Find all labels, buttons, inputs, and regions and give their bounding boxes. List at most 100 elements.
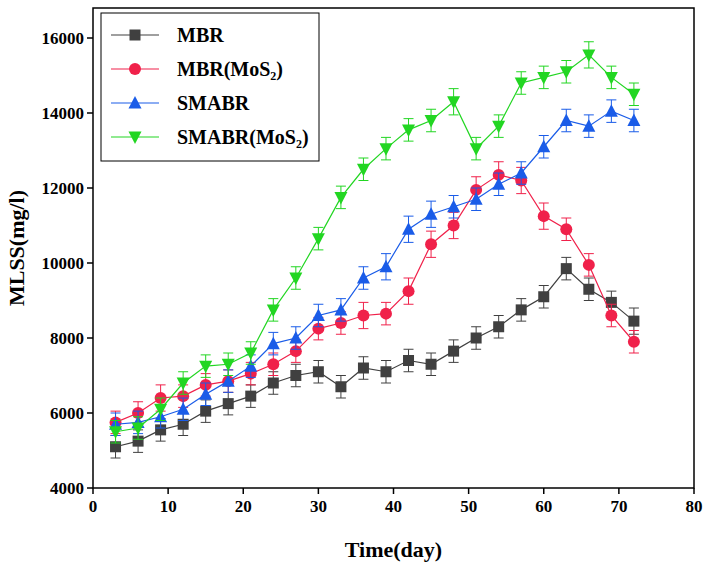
error-cap — [336, 321, 346, 322]
error-bar — [494, 316, 504, 339]
error-cap — [449, 195, 459, 196]
error-bar — [539, 203, 549, 229]
error-cap — [494, 195, 504, 196]
x-axis-label: Time(day) — [345, 537, 442, 562]
data-point — [402, 124, 415, 137]
series-line — [116, 55, 634, 432]
error-cap — [629, 353, 639, 354]
y-axis-label: MLSS(mg/l) — [4, 190, 29, 306]
error-cap — [539, 285, 549, 286]
y-tick — [87, 412, 93, 414]
error-cap — [561, 60, 571, 61]
error-cap — [404, 242, 414, 243]
error-cap — [381, 324, 391, 325]
data-point — [448, 220, 460, 232]
error-cap — [178, 435, 188, 436]
x-tick-label: 30 — [310, 497, 327, 516]
error-cap — [584, 114, 594, 115]
data-point — [132, 423, 145, 436]
data-point — [267, 358, 279, 370]
data-point — [312, 233, 325, 246]
error-cap — [539, 308, 549, 309]
data-point — [515, 78, 528, 91]
error-cap — [561, 109, 571, 110]
error-bar — [561, 257, 571, 280]
error-cap — [584, 276, 594, 277]
error-cap — [178, 371, 188, 372]
error-cap — [449, 88, 459, 89]
data-point — [222, 359, 235, 372]
y-tick-label: 12000 — [42, 179, 85, 198]
error-cap — [494, 161, 504, 162]
error-cap — [404, 304, 414, 305]
x-tick-label: 0 — [89, 497, 98, 516]
x-tick — [693, 488, 695, 494]
data-point — [289, 331, 302, 344]
error-cap — [426, 201, 436, 202]
x-tick — [393, 488, 395, 494]
error-cap — [606, 122, 616, 123]
error-cap — [629, 131, 639, 132]
error-cap — [516, 321, 526, 322]
error-cap — [156, 384, 166, 385]
error-cap — [494, 338, 504, 339]
y-tick-label: 16000 — [42, 29, 85, 48]
data-point — [447, 200, 460, 213]
error-cap — [471, 349, 481, 350]
error-cap — [381, 360, 391, 361]
error-cap — [223, 375, 233, 376]
data-point — [267, 304, 280, 317]
error-cap — [291, 266, 301, 267]
error-cap — [606, 326, 616, 327]
data-point — [605, 72, 618, 85]
data-point — [334, 192, 347, 205]
data-point — [200, 406, 211, 417]
legend-marker — [129, 132, 142, 145]
error-cap — [291, 326, 301, 327]
error-cap — [539, 203, 549, 204]
error-cap — [381, 279, 391, 280]
error-cap — [606, 66, 616, 67]
error-cap — [133, 416, 143, 417]
error-cap — [223, 392, 233, 393]
error-bar — [584, 278, 594, 301]
data-point — [178, 419, 189, 430]
error-cap — [561, 257, 571, 258]
data-point — [538, 291, 549, 302]
legend-box — [101, 13, 319, 161]
error-cap — [111, 420, 121, 421]
data-point — [357, 310, 369, 322]
data-point — [538, 210, 550, 222]
error-cap — [358, 379, 368, 380]
error-cap — [313, 339, 323, 340]
error-cap — [291, 364, 301, 365]
error-cap — [494, 315, 504, 316]
error-cap — [471, 176, 481, 177]
y-tick — [87, 487, 93, 489]
error-cap — [539, 229, 549, 230]
error-cap — [516, 193, 526, 194]
error-bar — [358, 357, 368, 380]
error-cap — [381, 302, 391, 303]
data-point — [492, 177, 505, 190]
data-point — [425, 207, 438, 220]
plot-frame — [93, 8, 694, 488]
error-cap — [561, 218, 571, 219]
error-cap — [629, 83, 639, 84]
error-cap — [426, 109, 436, 110]
data-point — [627, 114, 640, 127]
error-cap — [246, 384, 256, 385]
data-point — [605, 310, 617, 322]
data-point — [492, 121, 505, 134]
error-cap — [313, 383, 323, 384]
data-point — [627, 89, 640, 102]
error-cap — [539, 66, 549, 67]
error-cap — [561, 83, 571, 84]
error-cap — [381, 253, 391, 254]
error-bar — [246, 385, 256, 408]
legend-label: MBR(MoS₂) — [177, 58, 283, 81]
data-point — [628, 316, 639, 327]
error-cap — [336, 208, 346, 209]
legend-marker — [130, 30, 141, 41]
error-cap — [336, 186, 346, 187]
